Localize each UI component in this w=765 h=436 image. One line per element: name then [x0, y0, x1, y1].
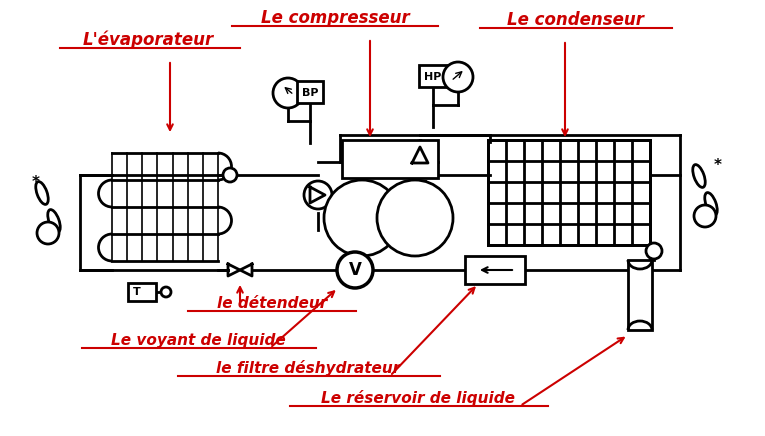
Text: HP: HP	[425, 72, 441, 82]
Ellipse shape	[47, 210, 60, 232]
Text: BP: BP	[301, 88, 318, 98]
Bar	[488, 140, 650, 245]
Circle shape	[646, 243, 662, 259]
Bar	[419, 65, 447, 87]
Text: le filtre déshydrateur: le filtre déshydrateur	[216, 360, 400, 376]
Text: Le voyant de liquide: Le voyant de liquide	[111, 333, 285, 347]
Text: Le réservoir de liquide: Le réservoir de liquide	[321, 390, 515, 406]
Circle shape	[406, 141, 434, 169]
Text: *: *	[714, 157, 722, 173]
Circle shape	[161, 287, 171, 297]
Circle shape	[443, 62, 473, 92]
Circle shape	[304, 181, 332, 209]
Text: Le compresseur: Le compresseur	[261, 9, 409, 27]
Text: le détendeur: le détendeur	[216, 296, 327, 310]
Bar	[628, 260, 652, 330]
Circle shape	[377, 180, 453, 256]
Circle shape	[273, 78, 303, 108]
Bar	[342, 140, 438, 178]
Ellipse shape	[693, 165, 705, 187]
Circle shape	[324, 180, 400, 256]
Text: L'évaporateur: L'évaporateur	[83, 31, 213, 49]
Text: T: T	[133, 287, 141, 297]
Bar	[465, 256, 525, 284]
Text: V: V	[349, 261, 361, 279]
Circle shape	[223, 168, 237, 182]
Circle shape	[694, 205, 716, 227]
Circle shape	[337, 252, 373, 288]
Circle shape	[37, 222, 59, 244]
Bar	[297, 81, 323, 103]
Ellipse shape	[36, 182, 48, 204]
Ellipse shape	[705, 193, 718, 215]
Bar	[128, 283, 156, 301]
Text: Le condenseur: Le condenseur	[507, 11, 644, 29]
Text: *: *	[32, 174, 40, 190]
